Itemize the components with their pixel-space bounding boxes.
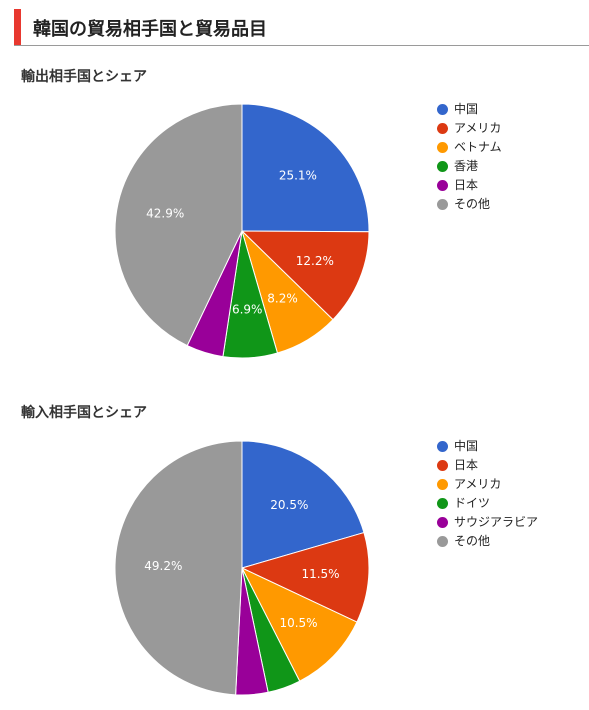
legend-swatch: [437, 498, 448, 509]
slice-value-label: 12.2%: [296, 254, 334, 268]
legend-swatch: [437, 123, 448, 134]
legend-label: サウジアラビア: [454, 515, 539, 529]
legend-label: 中国: [454, 102, 479, 116]
pie-slice-0[interactable]: [241, 440, 365, 569]
legend-label: アメリカ: [454, 477, 502, 491]
legend-swatch: [437, 161, 448, 172]
slice-value-label: 42.9%: [146, 207, 184, 221]
legend-swatch: [437, 180, 448, 191]
legend-swatch: [437, 479, 448, 490]
page-header: 韓国の貿易相手国と貿易品目: [14, 9, 589, 46]
slice-value-label: 25.1%: [279, 169, 317, 183]
chart-title: 輸入相手国とシェア: [21, 405, 147, 421]
pie-slice-0[interactable]: [241, 103, 370, 233]
legend-label: ドイツ: [454, 496, 491, 510]
legend-label: 日本: [454, 178, 479, 192]
legend-swatch: [437, 104, 448, 115]
slice-value-label: 10.5%: [279, 616, 317, 630]
legend-label: 香港: [454, 159, 479, 173]
legend-label: その他: [454, 197, 491, 211]
pie-slice-1[interactable]: [240, 531, 370, 623]
pie-slice-2[interactable]: [240, 566, 358, 682]
legend-label: アメリカ: [454, 121, 502, 135]
pie-slice-5[interactable]: [114, 440, 243, 696]
slice-value-label: 6.9%: [232, 303, 263, 317]
legend-label: 日本: [454, 458, 479, 472]
legend-label: その他: [454, 534, 491, 548]
chart-title: 輸出相手国とシェア: [21, 69, 147, 85]
pie-slice-5[interactable]: [114, 103, 243, 347]
slice-value-label: 20.5%: [270, 498, 308, 512]
legend-swatch: [437, 441, 448, 452]
slice-value-label: 49.2%: [144, 559, 182, 573]
slice-value-label: 11.5%: [301, 567, 339, 581]
legend-label: 中国: [454, 439, 479, 453]
header-accent-bar: [14, 9, 21, 45]
pie-slice-1[interactable]: [240, 230, 370, 321]
legend-swatch: [437, 142, 448, 153]
page-title: 韓国の貿易相手国と貿易品目: [33, 19, 267, 40]
legend-label: ベトナム: [454, 140, 502, 154]
legend-swatch: [437, 536, 448, 547]
legend-swatch: [437, 199, 448, 210]
legend-swatch: [437, 460, 448, 471]
legend-swatch: [437, 517, 448, 528]
slice-value-label: 8.2%: [267, 292, 298, 306]
